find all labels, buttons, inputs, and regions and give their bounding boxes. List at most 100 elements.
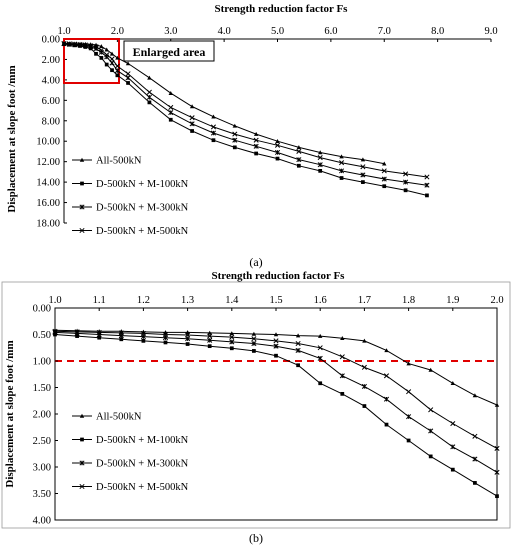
b-data-point: [251, 336, 257, 342]
b-x-tick-label: 1.8: [402, 295, 415, 306]
b-data-point: [207, 344, 212, 349]
panel-b-ylabel: Displacement at slope foot /mm: [4, 340, 16, 487]
a-y-tick-label: 4.00: [42, 75, 60, 86]
b-data-point: [141, 338, 146, 343]
b-data-point: [339, 373, 345, 379]
panel-b-caption: (b): [249, 531, 263, 545]
a-y-tick-label: 6.00: [42, 96, 60, 107]
b-x-tick-label: 1.0: [48, 295, 61, 306]
b-data-point-stroke: [494, 445, 500, 452]
a-y-tick-label: 10.00: [36, 137, 60, 148]
a-data-point: [94, 51, 98, 56]
b-data-point: [472, 393, 478, 398]
a-data-point: [232, 123, 237, 128]
a-data-point: [232, 131, 238, 137]
a-x-tick-label: 8.0: [431, 26, 444, 37]
a-data-point: [210, 130, 217, 136]
a-x-tick-label: 1.0: [57, 26, 70, 37]
b-data-point: [362, 338, 367, 343]
b-y-tick-label: 3.00: [33, 463, 51, 474]
a-data-point: [361, 180, 365, 184]
b-data-point-stroke: [317, 345, 323, 351]
a-legend-label: D-500kN + M-300kN: [96, 203, 189, 214]
a-data-point: [77, 41, 83, 47]
b-data-point: [494, 402, 500, 407]
b-data-point: [273, 338, 279, 344]
a-data-point-stroke: [296, 148, 302, 154]
b-data-point: [450, 467, 455, 472]
b-data-point: [406, 389, 412, 395]
a-data-point-stroke: [274, 142, 281, 148]
b-y-tick-label: 1.50: [33, 383, 51, 394]
b-y-tick-label: 2.50: [33, 436, 51, 447]
a-data-point-stroke: [253, 137, 259, 143]
a-legend-marker-stroke: [79, 227, 85, 234]
a-x-tick-label: 2.0: [111, 26, 124, 37]
b-data-point: [361, 364, 367, 370]
b-legend-marker: [80, 437, 84, 442]
b-data-point: [185, 332, 191, 338]
a-data-point: [168, 110, 174, 116]
b-data-point-stroke: [96, 329, 102, 335]
a-data-point: [211, 138, 216, 143]
b-data-point: [185, 336, 191, 342]
b-data-point: [495, 494, 499, 499]
b-data-point: [75, 334, 79, 338]
b-series-2: [53, 332, 499, 499]
b-data-point: [361, 383, 367, 389]
b-data-point: [318, 333, 323, 338]
a-data-point-stroke: [61, 40, 67, 47]
a-data-point-stroke: [98, 47, 104, 53]
b-data-point: [118, 330, 124, 336]
b-data-point: [428, 428, 434, 434]
b-x-tick-label: 1.3: [181, 295, 194, 306]
a-x-tick-label: 4.0: [218, 26, 231, 37]
b-data-point: [450, 444, 456, 450]
a-data-point: [382, 161, 387, 166]
a-data-point: [146, 89, 152, 95]
a-data-point: [168, 104, 174, 111]
panel-a-caption: (a): [249, 255, 262, 269]
a-data-point-stroke: [72, 41, 78, 47]
a-data-point-stroke: [168, 104, 174, 111]
panel-a-enlarged-area-box: [63, 38, 120, 84]
a-data-point-stroke: [146, 89, 152, 95]
a-data-point: [99, 44, 104, 49]
a-y-tick-label: 0.00: [42, 35, 60, 46]
b-legend-label: All-500kN: [96, 412, 142, 423]
a-data-point: [104, 47, 109, 52]
a-data-point-stroke: [93, 44, 99, 50]
b-data-point: [340, 336, 345, 340]
b-x-tick-label: 1.4: [225, 295, 239, 306]
b-data-point: [450, 381, 455, 386]
a-data-point: [382, 184, 387, 189]
a-y-tick-label: 14.00: [36, 178, 60, 189]
a-legend-label: D-500kN + M-500kN: [96, 226, 189, 237]
a-data-point: [360, 172, 366, 178]
b-data-point: [185, 342, 190, 346]
a-x-tick-label: 6.0: [324, 26, 337, 37]
b-data-point: [472, 456, 478, 462]
b-data-point-stroke: [339, 354, 345, 360]
b-data-point: [428, 454, 433, 459]
b-x-tick-label: 1.1: [93, 295, 106, 306]
b-data-point: [52, 328, 58, 334]
b-x-tick-label: 1.2: [137, 295, 150, 306]
a-data-point: [189, 121, 195, 127]
b-data-point: [229, 346, 234, 351]
a-x-tick-label: 9.0: [484, 26, 497, 37]
a-data-point: [360, 164, 366, 170]
a-series-line: [63, 43, 427, 178]
b-data-point-stroke: [295, 340, 301, 347]
b-data-point: [339, 354, 345, 360]
b-y-tick-label: 1.00: [33, 357, 51, 368]
panel-b-xlabel: Strength reduction factor Fs: [212, 270, 346, 282]
b-data-point: [251, 331, 257, 336]
a-data-point: [77, 42, 83, 48]
a-data-point-stroke: [66, 41, 72, 47]
a-x-tick-label: 5.0: [271, 26, 284, 37]
b-data-point: [229, 334, 235, 340]
a-data-point: [253, 143, 259, 149]
a-data-point: [125, 71, 131, 77]
a-data-point: [338, 168, 345, 174]
